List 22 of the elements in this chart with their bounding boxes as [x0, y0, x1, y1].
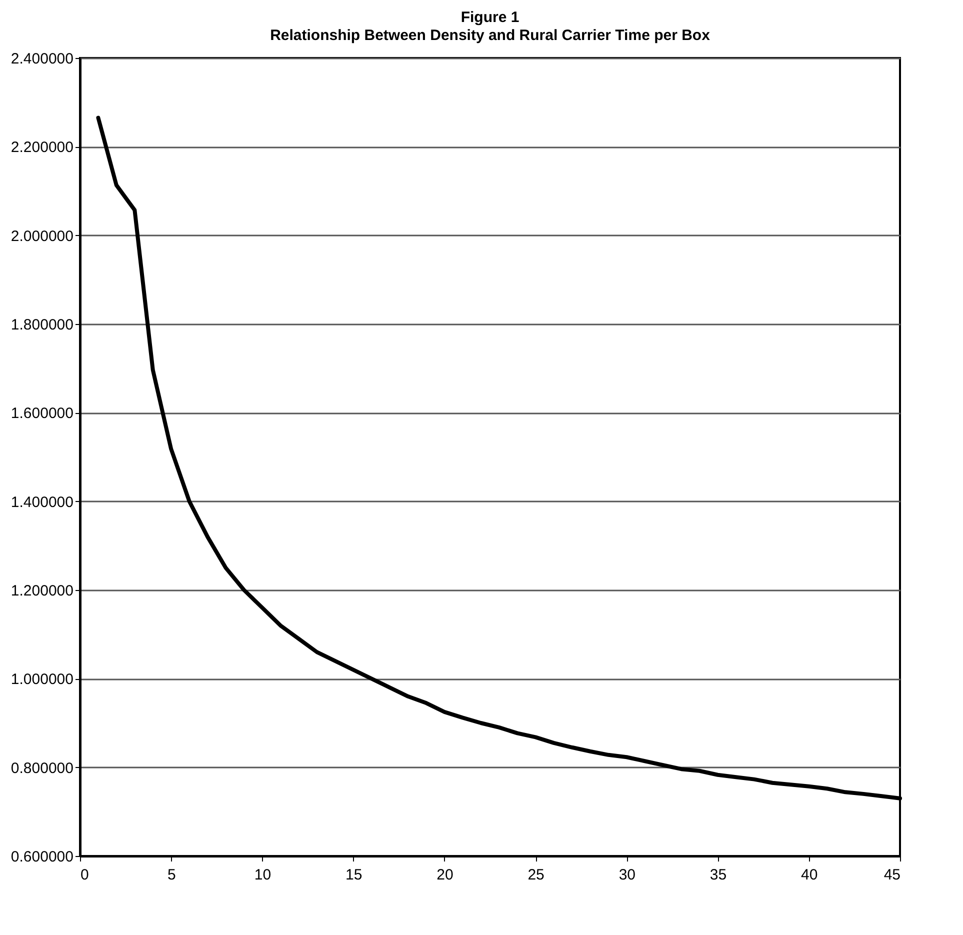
- chart-subtitle: Relationship Between Density and Rural Carrier Time per Box: [270, 27, 711, 44]
- y-tick-label: 2.400000: [10, 50, 74, 68]
- x-tick-label: 30: [618, 866, 636, 884]
- x-tick-label: 35: [710, 866, 727, 884]
- x-tick-label: 25: [528, 866, 544, 884]
- y-tick-label: 2.200000: [10, 139, 74, 156]
- x-tick-label: 40: [801, 866, 818, 884]
- y-tick-label: 1.200000: [10, 582, 74, 600]
- y-tick-label: 1.800000: [10, 316, 74, 334]
- x-tick-label: 0: [80, 866, 89, 884]
- x-tick-label: 20: [436, 866, 454, 884]
- y-tick-label: 0.600000: [10, 848, 74, 866]
- y-tick-label: 1.000000: [10, 671, 74, 688]
- y-tick-label: 1.600000: [10, 405, 74, 422]
- y-tick-label: 1.400000: [10, 494, 74, 511]
- x-tick-label: 15: [345, 866, 362, 884]
- y-tick-label: 0.800000: [10, 760, 74, 777]
- x-tick-label: 10: [254, 866, 272, 884]
- chart-title: Figure 1: [460, 9, 520, 26]
- y-tick-label: 2.000000: [10, 228, 74, 245]
- x-tick-label: 5: [167, 866, 176, 884]
- x-tick-label: 45: [884, 866, 900, 884]
